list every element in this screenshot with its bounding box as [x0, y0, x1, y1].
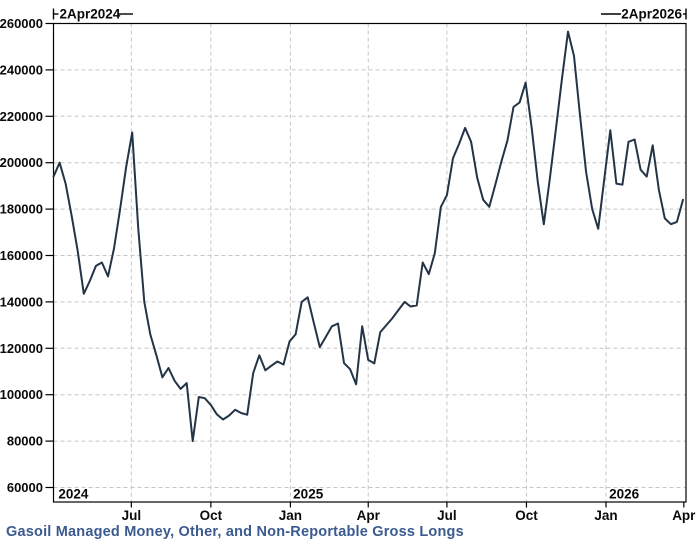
y-tick-label: 160000: [0, 248, 43, 263]
grid-layer: [53, 23, 686, 502]
plot-border: [52, 22, 687, 503]
x-tick-label: Apr: [357, 508, 381, 523]
year-label: 2025: [293, 487, 324, 502]
y-tick-label: 240000: [0, 62, 43, 77]
y-tick-label: 60000: [7, 480, 43, 495]
x-tick-label: Jul: [437, 508, 457, 523]
x-tick-label: Jan: [279, 508, 302, 523]
start-date-label: 2Apr2024: [60, 7, 121, 22]
y-tick-label: 80000: [7, 434, 43, 449]
year-label: 2024: [58, 487, 89, 502]
y-tick-label: 180000: [0, 202, 43, 217]
x-tick-label: Oct: [200, 508, 223, 523]
axis-layer: 60000 80000 100000 120000 140000 160000 180000…: [0, 16, 696, 523]
x-tick-label: Oct: [515, 508, 538, 523]
end-date-label: 2Apr2026: [621, 7, 682, 22]
annotation-layer: 2Apr2024 2Apr2026: [52, 7, 687, 22]
year-label: 2026: [609, 487, 640, 502]
series-line: [52, 30, 684, 443]
x-tick-label: Jul: [122, 508, 142, 523]
x-tick-label: Jan: [594, 508, 617, 523]
y-tick-label: 120000: [0, 341, 43, 356]
y-tick-label: 200000: [0, 155, 43, 170]
y-tick-label: 100000: [0, 387, 43, 402]
y-tick-label: 260000: [0, 16, 43, 31]
y-tick-label: 220000: [0, 109, 43, 124]
chart-title: Gasoil Managed Money, Other, and Non-Rep…: [6, 524, 464, 540]
y-tick-label: 140000: [0, 294, 43, 309]
x-tick-label: Apr: [672, 508, 696, 523]
series-layer: [52, 30, 684, 443]
